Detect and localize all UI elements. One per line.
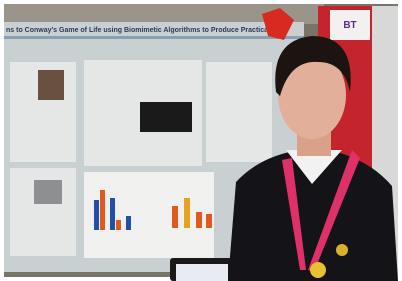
- poster-title: ns to Conway's Game of Life using Biomim…: [6, 27, 268, 34]
- chart-bar: [206, 214, 212, 228]
- chart-bar: [94, 200, 99, 230]
- chart-bar: [126, 216, 131, 230]
- badge: [310, 262, 326, 278]
- flowchart-panel: [206, 62, 272, 162]
- pin: [336, 244, 348, 256]
- chart-bar: [100, 190, 105, 230]
- title-rule: [4, 36, 304, 39]
- photo: BT ns to Conway's Game of Life using Bio…: [0, 0, 402, 281]
- banner-logo: BT: [343, 20, 356, 31]
- chart-bar: [196, 212, 202, 228]
- tablet-screen: [176, 264, 228, 281]
- page: BT ns to Conway's Game of Life using Bio…: [0, 0, 402, 281]
- chart-bar: [116, 220, 121, 230]
- chart-bar: [184, 198, 190, 228]
- grid-image: [140, 102, 192, 132]
- portrait-image: [38, 70, 64, 100]
- chart-bar: [110, 198, 115, 230]
- chart-bar: [172, 206, 178, 228]
- qr-code: [34, 180, 62, 204]
